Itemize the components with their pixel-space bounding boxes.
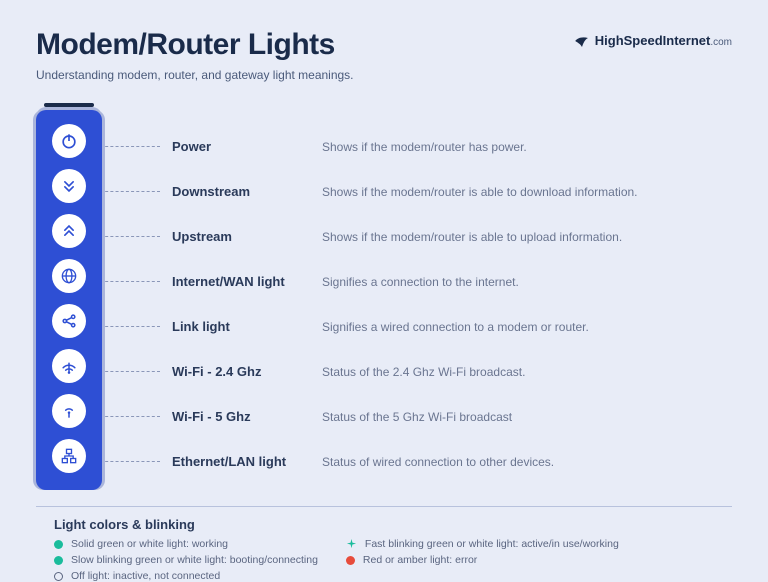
link-icon — [52, 304, 86, 338]
light-label: Upstream — [172, 229, 322, 244]
light-label: Wi-Fi - 5 Ghz — [172, 409, 322, 424]
leader-line — [100, 371, 160, 372]
legend-title: Light colors & blinking — [54, 517, 732, 532]
light-label: Ethernet/LAN light — [172, 454, 322, 469]
light-label: Internet/WAN light — [172, 274, 322, 289]
light-row: Internet/WAN lightSignifies a connection… — [102, 259, 732, 304]
leader-line — [100, 461, 160, 462]
legend-item: Solid green or white light: working — [54, 538, 318, 550]
dot-icon — [346, 556, 355, 565]
page-subtitle: Understanding modem, router, and gateway… — [36, 68, 354, 82]
light-label: Downstream — [172, 184, 322, 199]
legend-item: Red or amber light: error — [346, 554, 619, 566]
dot-icon — [54, 540, 63, 549]
legend-item: Slow blinking green or white light: boot… — [54, 554, 318, 566]
light-desc: Shows if the modem/router is able to upl… — [322, 230, 622, 244]
light-row: DownstreamShows if the modem/router is a… — [102, 169, 732, 214]
leader-line — [100, 281, 160, 282]
legend-item: Off light: inactive, not connected — [54, 570, 220, 582]
light-desc: Shows if the modem/router is able to dow… — [322, 185, 638, 199]
dot-icon — [54, 556, 63, 565]
light-row: Wi-Fi - 5 GhzStatus of the 5 Ghz Wi-Fi b… — [102, 394, 732, 439]
light-desc: Signifies a connection to the internet. — [322, 275, 519, 289]
light-row: Wi-Fi - 2.4 GhzStatus of the 2.4 Ghz Wi-… — [102, 349, 732, 394]
light-desc: Status of the 2.4 Ghz Wi-Fi broadcast. — [322, 365, 525, 379]
light-label: Link light — [172, 319, 322, 334]
light-desc: Shows if the modem/router has power. — [322, 140, 527, 154]
main-diagram: PowerShows if the modem/router has power… — [36, 110, 732, 490]
header: Modem/Router Lights Understanding modem,… — [36, 28, 732, 82]
upstream-icon — [52, 214, 86, 248]
downstream-icon — [52, 169, 86, 203]
light-label: Power — [172, 139, 322, 154]
logo-bird-icon — [573, 32, 591, 50]
leader-line — [100, 191, 160, 192]
light-desc: Status of the 5 Ghz Wi-Fi broadcast — [322, 410, 512, 424]
leader-line — [100, 326, 160, 327]
light-row: UpstreamShows if the modem/router is abl… — [102, 214, 732, 259]
leader-line — [100, 146, 160, 147]
device-illustration — [36, 110, 102, 490]
legend-text: Solid green or white light: working — [71, 538, 228, 550]
light-desc: Signifies a wired connection to a modem … — [322, 320, 589, 334]
light-row: Link lightSignifies a wired connection t… — [102, 304, 732, 349]
legend-text: Off light: inactive, not connected — [71, 570, 220, 582]
legend: Light colors & blinking Solid green or w… — [36, 506, 732, 582]
legend-items: Solid green or white light: working Slow … — [54, 538, 732, 582]
legend-text: Slow blinking green or white light: boot… — [71, 554, 318, 566]
legend-item: Fast blinking green or white light: acti… — [346, 538, 619, 550]
wifi24-icon — [52, 349, 86, 383]
light-rows: PowerShows if the modem/router has power… — [102, 110, 732, 490]
circle-outline-icon — [54, 572, 63, 581]
globe-icon — [52, 259, 86, 293]
title-block: Modem/Router Lights Understanding modem,… — [36, 28, 354, 82]
wifi5-icon — [52, 394, 86, 428]
logo-text: HighSpeedInternet.com — [595, 32, 732, 50]
power-icon — [52, 124, 86, 158]
leader-line — [100, 416, 160, 417]
ethernet-icon — [52, 439, 86, 473]
light-label: Wi-Fi - 2.4 Ghz — [172, 364, 322, 379]
legend-text: Red or amber light: error — [363, 554, 477, 566]
light-row: PowerShows if the modem/router has power… — [102, 124, 732, 169]
light-desc: Status of wired connection to other devi… — [322, 455, 554, 469]
sparkle-icon — [346, 539, 357, 550]
page-title: Modem/Router Lights — [36, 28, 354, 62]
logo: HighSpeedInternet.com — [573, 32, 732, 50]
light-row: Ethernet/LAN lightStatus of wired connec… — [102, 439, 732, 484]
legend-text: Fast blinking green or white light: acti… — [365, 538, 619, 550]
leader-line — [100, 236, 160, 237]
